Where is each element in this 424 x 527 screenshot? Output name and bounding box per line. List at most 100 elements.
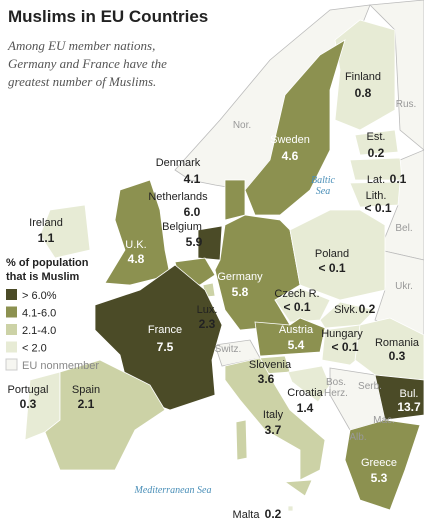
country-name: France [148,324,182,336]
country-name: Lat. [367,174,385,186]
subtitle: Among EU member nations, Germany and Fra… [7,38,167,89]
country-name: Croatia [287,387,323,399]
germany [214,214,301,331]
netherlands [197,225,223,261]
country-name: Slovenia [249,359,292,371]
bulgaria [374,374,424,421]
nonmember-label: Switz. [215,344,242,355]
estonia [354,129,399,156]
nonmember-label: Nor. [233,120,251,131]
country-value: 13.7 [397,400,421,414]
nonmember-label: Rus. [396,99,417,110]
country-name: Belgium [162,221,202,233]
country-value: 3.6 [258,372,275,386]
country-name: Romania [375,337,420,349]
country-value: 2.1 [78,397,95,411]
nonmember-label: Bos. [326,377,346,388]
sweden [244,39,346,216]
legend-swatch [6,341,17,353]
country-value: 4.1 [184,172,201,186]
sicily [283,479,313,497]
country-name: Lux. [197,304,218,316]
country-name: Poland [315,248,349,260]
subtitle-line: Among EU member nations, [7,38,155,53]
country-value: < 0.1 [331,340,358,354]
romania [354,317,424,381]
subtitle-line: greatest number of Muslims. [8,74,156,89]
spain [44,359,166,471]
country-value: 0.3 [389,349,406,363]
finland [334,19,396,131]
country-value: 5.3 [371,471,388,485]
latvia [349,157,403,181]
austria [254,317,326,357]
country-name: Slvk. [334,304,358,316]
czech [274,287,331,323]
lithuania [349,181,401,208]
country-name: Hungary [321,328,363,340]
country-name: Denmark [156,157,201,169]
nonmember-label: Serb. [358,381,382,392]
country-value: 4.6 [282,149,299,163]
country-name: Germany [217,271,263,283]
nonmember-label: Bel. [395,223,412,234]
country-value: < 0.1 [283,300,310,314]
country-value: 6.0 [184,205,201,219]
sea-label: Mediterranean Sea [134,485,212,496]
country-value: 2.3 [199,317,216,331]
country-name: Greece [361,457,397,469]
subtitle-line: Germany and France have the [8,56,167,71]
slovakia [319,301,376,329]
other-labels: Nor. Rus. Bel. Ukr. Switz. Serb. Bos.Herz. Mac.… [134,99,417,496]
sea-label: Baltic [311,175,335,186]
title: Muslims in EU Countries [8,7,208,26]
legend-title: that is Muslim [6,271,80,283]
sea-label: Sea [316,186,330,197]
country-value: 5.4 [288,338,305,352]
legend-title: % of population [6,257,89,269]
country-value: 3.7 [265,423,282,437]
country-value: 0.1 [390,172,407,186]
legend-label: 2.1-4.0 [22,325,56,337]
malta [287,505,294,512]
land [24,0,424,512]
denmark [224,179,246,221]
country-value: 0.8 [355,86,372,100]
nonmember-label: Mac. [373,415,395,426]
country-name: Ireland [29,217,63,229]
country-name: Czech R. [274,288,319,300]
legend-swatch [6,289,17,300]
country-name: Malta [233,509,261,521]
nonmember-label: Herz. [324,388,348,399]
legend-swatch [6,324,17,335]
legend-label: EU nonmember [22,360,99,372]
country-value: 1.1 [38,231,55,245]
country-name: Portugal [8,384,49,396]
country-value: 0.3 [20,397,37,411]
country-name: Lith. [366,190,387,202]
uk [104,179,171,286]
country-name: Est. [367,131,386,143]
legend: % of population that is Muslim > 6.0% 4.1… [5,257,99,372]
country-name: Sweden [270,134,310,146]
legend-swatch [6,306,17,318]
legend-label: < 2.0 [22,343,47,355]
greece [344,419,421,511]
legend-swatch [5,358,18,371]
country-value: < 0.1 [318,261,345,275]
ireland [39,204,91,259]
croatia [287,365,331,403]
country-name: U.K. [125,239,146,251]
country-value: 7.5 [157,340,174,354]
country-name: Spain [72,384,100,396]
country-name: Bul. [400,388,419,400]
country-name: Netherlands [148,191,208,203]
country-value: 5.9 [186,235,203,249]
country-name: Italy [263,409,284,421]
country-name: Finland [345,71,381,83]
italy [224,357,326,481]
country-value: 5.8 [232,285,249,299]
country-value: < 0.1 [364,201,391,215]
